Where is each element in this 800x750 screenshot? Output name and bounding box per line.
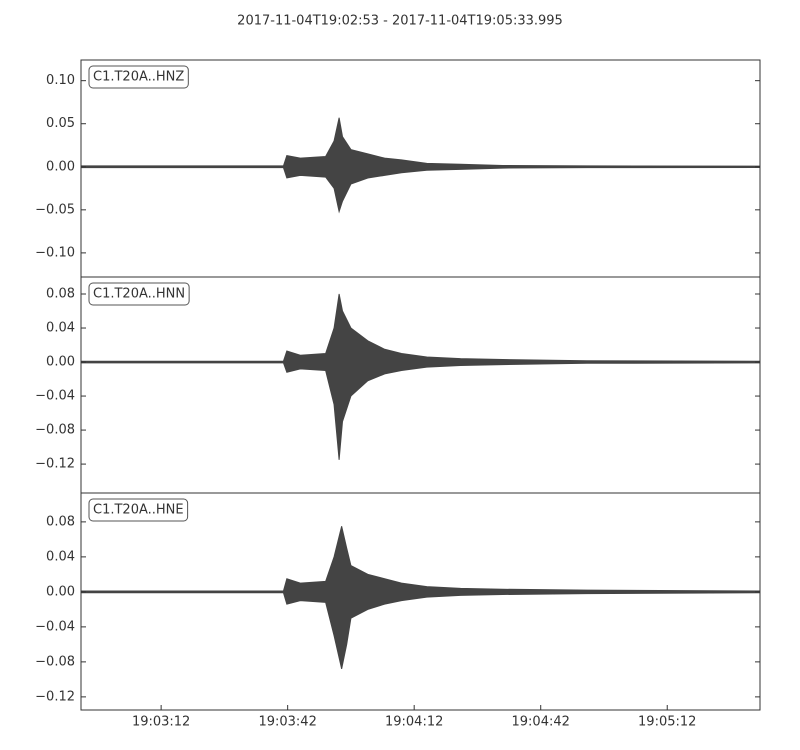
y-tick-label: −0.08 bbox=[35, 423, 75, 438]
y-tick-label: 0.08 bbox=[46, 287, 75, 302]
y-tick-label: 0.04 bbox=[46, 549, 75, 564]
x-tick-label: 19:05:12 bbox=[638, 715, 696, 730]
y-tick-label: 0.00 bbox=[46, 159, 75, 174]
trace-label: C1.T20A..HNN bbox=[93, 287, 185, 302]
x-tick-label: 19:03:42 bbox=[258, 715, 316, 730]
x-tick-label: 19:04:12 bbox=[385, 715, 443, 730]
x-tick-label: 19:04:42 bbox=[512, 715, 570, 730]
y-tick-label: 0.00 bbox=[46, 584, 75, 599]
waveform-upper bbox=[80, 293, 761, 363]
y-tick-label: 0.04 bbox=[46, 321, 75, 336]
trace-label: C1.T20A..HNE bbox=[93, 503, 184, 518]
panel-frame bbox=[80, 492, 761, 711]
y-tick-label: −0.08 bbox=[35, 654, 75, 669]
y-tick-label: −0.10 bbox=[35, 245, 75, 260]
waveform-lower bbox=[80, 361, 761, 460]
chart-title: 2017-11-04T19:02:53 - 2017-11-04T19:05:3… bbox=[237, 14, 563, 29]
waveform-upper bbox=[80, 526, 761, 593]
y-tick-label: −0.04 bbox=[35, 619, 75, 634]
trace-label: C1.T20A..HNZ bbox=[93, 70, 184, 85]
y-tick-label: −0.05 bbox=[35, 202, 75, 217]
y-tick-label: 0.10 bbox=[46, 73, 75, 88]
y-tick-label: 0.00 bbox=[46, 355, 75, 370]
y-tick-label: −0.12 bbox=[35, 689, 75, 704]
trace-label-box bbox=[88, 65, 189, 89]
y-tick-label: −0.04 bbox=[35, 389, 75, 404]
waveform-upper bbox=[80, 117, 761, 168]
waveform-lower bbox=[80, 166, 761, 214]
trace-label-box bbox=[88, 498, 189, 522]
waveform-lower bbox=[80, 591, 761, 669]
trace-label-box bbox=[88, 282, 190, 306]
x-tick-label: 19:03:12 bbox=[132, 715, 190, 730]
y-tick-label: 0.08 bbox=[46, 514, 75, 529]
y-tick-label: 0.05 bbox=[46, 116, 75, 131]
y-tick-label: −0.12 bbox=[35, 457, 75, 472]
